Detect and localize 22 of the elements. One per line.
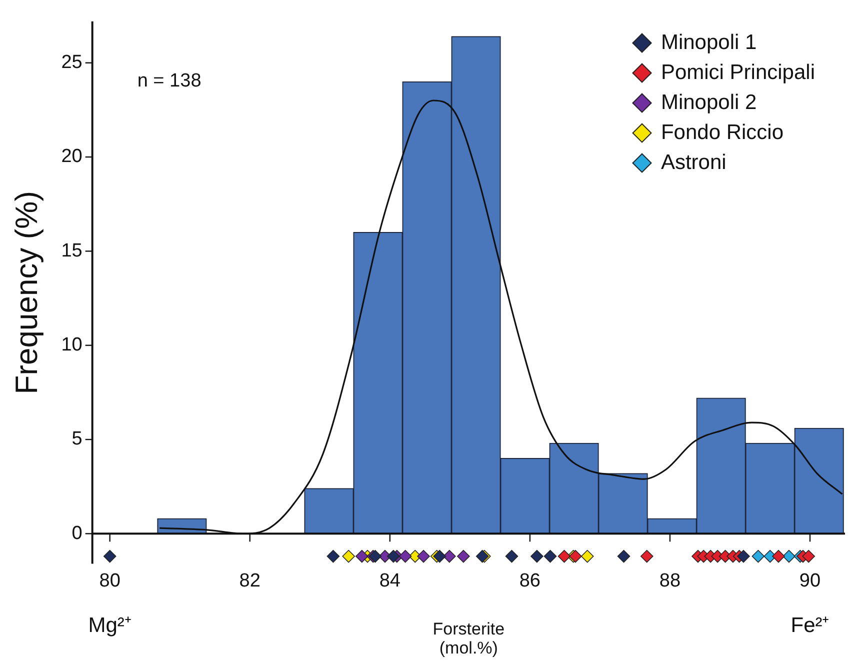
y-tick-label: 5 bbox=[72, 428, 82, 450]
legend-label: Minopoli 2 bbox=[660, 91, 757, 115]
y-tick-label: 15 bbox=[61, 240, 82, 262]
legend-label: Pomici Principali bbox=[660, 61, 815, 85]
x-tick-label: 84 bbox=[379, 570, 401, 592]
legend-label: Minopoli 1 bbox=[660, 31, 757, 55]
x-tick-label: 86 bbox=[519, 570, 540, 592]
y-tick-label: 10 bbox=[61, 334, 82, 356]
y-tick-label: 25 bbox=[61, 52, 82, 74]
x-tick-label: 80 bbox=[99, 570, 120, 592]
y-axis-title: Frequency (%) bbox=[9, 190, 44, 394]
x-tick-label: 88 bbox=[659, 570, 681, 592]
text: Fe²⁺ bbox=[790, 614, 830, 637]
legend-label: Fondo Riccio bbox=[660, 121, 784, 145]
x-axis-title: Forsterite (mol.%) bbox=[432, 620, 505, 658]
legend-label: Astroni bbox=[660, 151, 726, 175]
y-tick-label: 20 bbox=[61, 146, 82, 168]
annotation: n = 138 bbox=[137, 70, 202, 92]
x-tick-label: 82 bbox=[239, 570, 260, 592]
text: Mg²⁺ bbox=[88, 614, 132, 637]
y-tick-label: 0 bbox=[72, 522, 82, 544]
x-tick-label: 90 bbox=[799, 570, 821, 592]
